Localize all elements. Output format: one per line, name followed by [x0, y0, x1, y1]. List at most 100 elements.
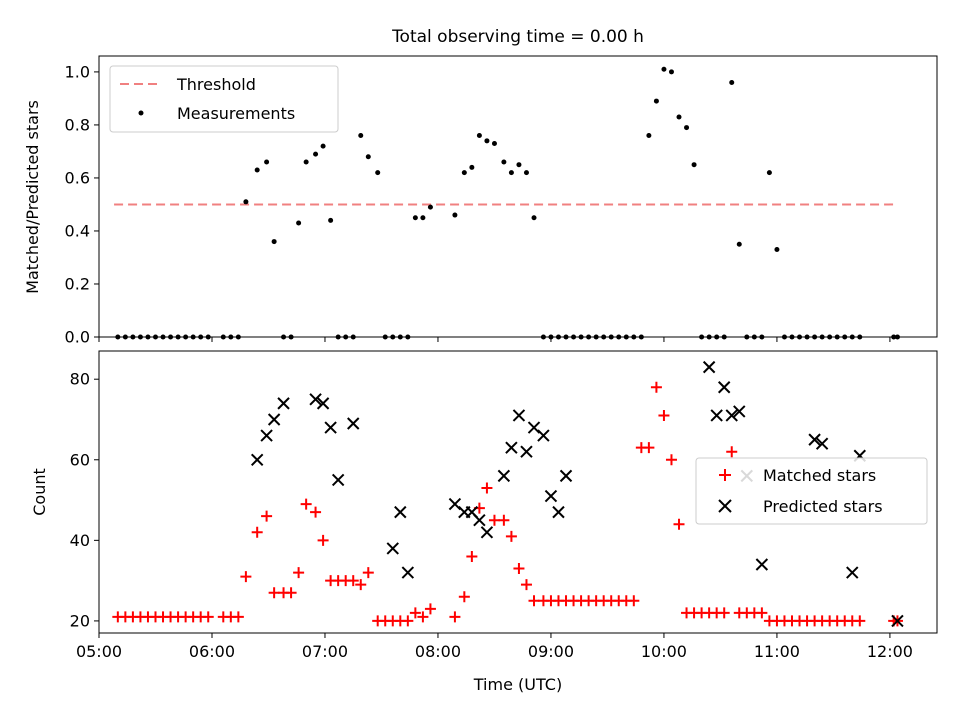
- measurement-point: [586, 334, 592, 340]
- measurement-point: [751, 334, 757, 340]
- predicted-star-point: [808, 433, 821, 446]
- top-panel: 0.0 0.2 0.4 0.6 0.8 1.0 Matched/Predicted sta…: [23, 55, 938, 347]
- predicted-star-point: [725, 409, 738, 422]
- measurement-point: [623, 334, 629, 340]
- measurement-point: [198, 334, 204, 340]
- measurement-point: [684, 125, 690, 131]
- measurement-point: [894, 334, 900, 340]
- measurement-point: [320, 143, 326, 149]
- measurement-point: [571, 334, 577, 340]
- matched-star-point: [261, 510, 273, 522]
- measurement-point: [563, 334, 569, 340]
- predicted-star-point: [260, 429, 273, 442]
- x-tick-label-3: 08:00: [415, 642, 461, 661]
- matched-star-point: [424, 603, 436, 615]
- matched-star-point: [520, 579, 532, 591]
- measurement-point: [661, 66, 667, 72]
- measurement-point: [721, 334, 727, 340]
- measurement-point: [781, 334, 787, 340]
- measurement-point: [578, 334, 584, 340]
- measurement-point: [593, 334, 599, 340]
- measurement-point: [812, 334, 818, 340]
- bottom-legend-box: [695, 457, 928, 525]
- matched-star-point: [251, 526, 263, 538]
- measurement-point: [243, 199, 249, 205]
- measurement-point: [288, 334, 294, 340]
- measurement-point: [849, 334, 855, 340]
- measurement-point: [461, 170, 467, 176]
- predicted-star-point: [401, 566, 415, 579]
- matched-star-point: [355, 579, 367, 591]
- measurement-point: [548, 334, 554, 340]
- predicted-star-point: [324, 421, 337, 434]
- top-y-tick-label-2: 0.4: [65, 221, 90, 240]
- measurement-point: [281, 334, 287, 340]
- measurement-point: [235, 334, 241, 340]
- bottom-y-axis-label: Count: [30, 468, 49, 516]
- measurement-point: [736, 241, 742, 247]
- bottom-legend: Matched stars Predicted stars: [695, 457, 928, 525]
- matched-star-point: [293, 567, 305, 579]
- matched-star-point: [726, 446, 738, 458]
- measurement-point: [137, 334, 143, 340]
- measurement-point: [638, 334, 644, 340]
- x-tick-label-2: 07:00: [302, 642, 348, 661]
- x-tick-label-7: 12:00: [867, 642, 913, 661]
- x-tick-label-5: 10:00: [641, 642, 687, 661]
- top-legend: Threshold Measurements: [109, 65, 339, 133]
- predicted-star-point: [891, 614, 904, 628]
- matched-star-point: [628, 595, 640, 607]
- measurement-point: [714, 334, 720, 340]
- predicted-star-point: [846, 566, 859, 579]
- measurement-point: [427, 204, 433, 210]
- measurement-point: [804, 334, 810, 340]
- measurement-point: [175, 334, 181, 340]
- matched-star-point: [718, 607, 730, 619]
- measurement-point: [476, 133, 482, 139]
- matched-star-point: [310, 506, 322, 518]
- matched-star-point: [650, 381, 662, 393]
- matched-star-point: [505, 530, 517, 542]
- measurement-point: [313, 151, 319, 157]
- measurement-point: [420, 215, 426, 221]
- predicted-star-point: [717, 381, 731, 394]
- legend-matched-swatch: [719, 469, 731, 481]
- measurement-point: [616, 334, 622, 340]
- predicted-star-points: [250, 360, 904, 628]
- bottom-x-ticks: 05:00 06:00 07:00 08:00 09:00 10:00 11:00 12:00: [76, 633, 913, 661]
- matched-star-point: [488, 514, 500, 526]
- predicted-star-point: [277, 397, 290, 410]
- measurement-point: [160, 334, 166, 340]
- measurement-point: [168, 334, 174, 340]
- measurement-point: [303, 159, 309, 165]
- predicted-star-point: [733, 405, 746, 418]
- measurement-point: [405, 334, 411, 340]
- top-y-ticks: 0.0 0.2 0.4 0.6 0.8 1.0: [65, 62, 99, 347]
- bottom-y-ticks: 20 40 60 80: [70, 370, 99, 630]
- top-y-tick-label-3: 0.6: [65, 168, 90, 187]
- measurement-point: [205, 334, 211, 340]
- matched-star-point: [317, 534, 329, 546]
- x-tick-label-0: 05:00: [76, 642, 122, 661]
- measurement-point: [397, 334, 403, 340]
- measurement-point: [264, 159, 270, 165]
- x-tick-label-6: 11:00: [754, 642, 800, 661]
- x-axis-label: Time (UTC): [473, 675, 562, 694]
- matched-star-point: [513, 563, 525, 575]
- measurement-point: [646, 133, 652, 139]
- predicted-star-point: [505, 441, 518, 454]
- figure-title: Total observing time = 0.00 h: [391, 27, 644, 47]
- predicted-star-point: [267, 413, 281, 426]
- matched-star-point: [643, 442, 655, 454]
- predicted-star-point: [559, 469, 573, 483]
- matched-star-point: [458, 591, 470, 603]
- measurement-point: [328, 217, 334, 223]
- matched-star-point: [673, 518, 685, 530]
- measurement-point: [469, 164, 475, 170]
- measurement-point: [668, 69, 674, 75]
- measurement-point: [115, 334, 121, 340]
- predicted-star-point: [755, 558, 769, 571]
- bottom-axes-frame: [98, 350, 938, 634]
- matched-star-point: [300, 498, 312, 510]
